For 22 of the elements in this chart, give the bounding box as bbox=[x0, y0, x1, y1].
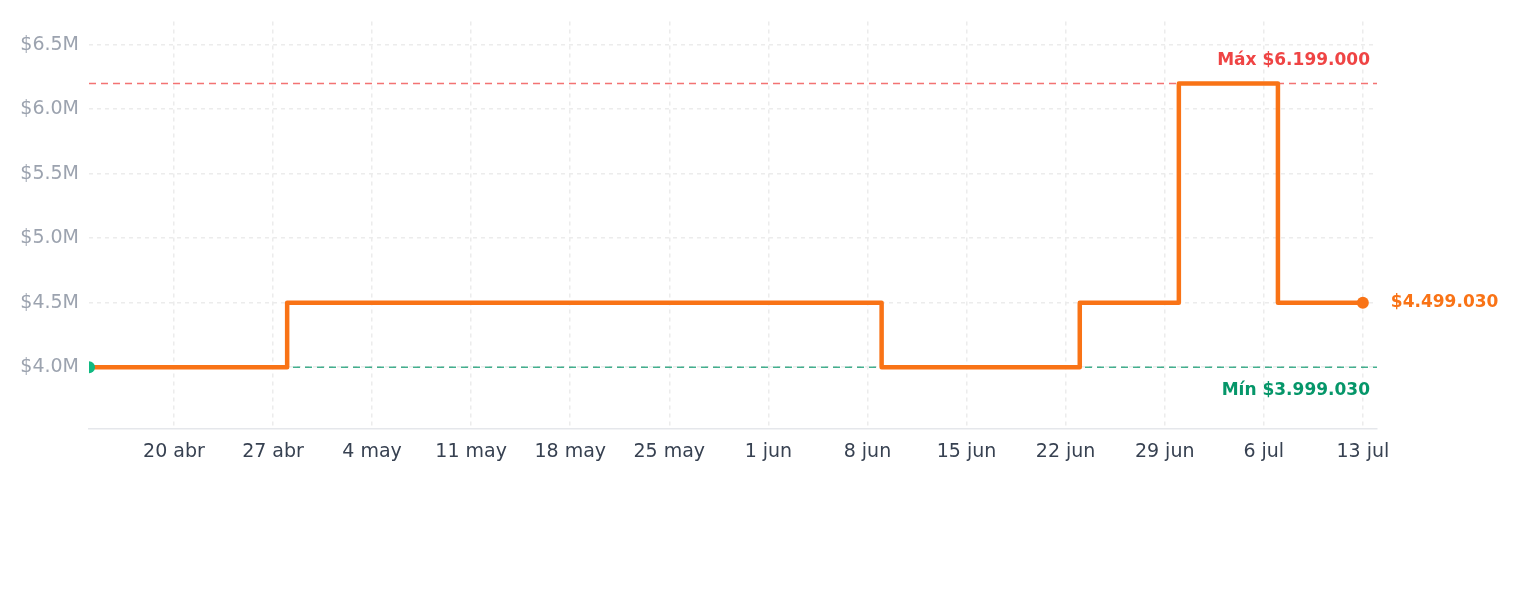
y-tick-label: $6.0M bbox=[20, 96, 79, 119]
data-label: $4.499.030 bbox=[1390, 291, 1499, 312]
x-tick-label: 8 jun bbox=[843, 439, 892, 462]
y-tick-label: $5.5M bbox=[20, 160, 79, 183]
y-tick-label: $4.5M bbox=[20, 289, 79, 312]
x-tick-label: 13 jul bbox=[1336, 439, 1390, 462]
x-tick-label: 15 jun bbox=[936, 439, 997, 462]
x-tick-label: 4 may bbox=[342, 439, 402, 462]
x-tick-label: 1 jun bbox=[744, 439, 793, 462]
y-tick-label: $5.0M bbox=[20, 225, 79, 248]
x-tick-label: 11 may bbox=[435, 439, 507, 462]
ref-line-label: Mín $3.999.030 bbox=[1221, 378, 1371, 399]
x-tick-label: 22 jun bbox=[1035, 439, 1096, 462]
x-tick-label: 25 may bbox=[633, 439, 706, 462]
y-tick-label: $4.0M bbox=[20, 354, 79, 377]
ref-line-label: Máx $6.199.000 bbox=[1217, 48, 1371, 69]
x-tick-label: 27 abr bbox=[242, 439, 305, 462]
x-tick-label: 6 jul bbox=[1243, 439, 1285, 462]
x-tick-label: 29 jun bbox=[1134, 439, 1195, 462]
x-tick-label: 20 abr bbox=[143, 439, 205, 462]
y-tick-label: $6.5M bbox=[20, 31, 79, 54]
x-tick-label: 18 may bbox=[534, 439, 607, 462]
